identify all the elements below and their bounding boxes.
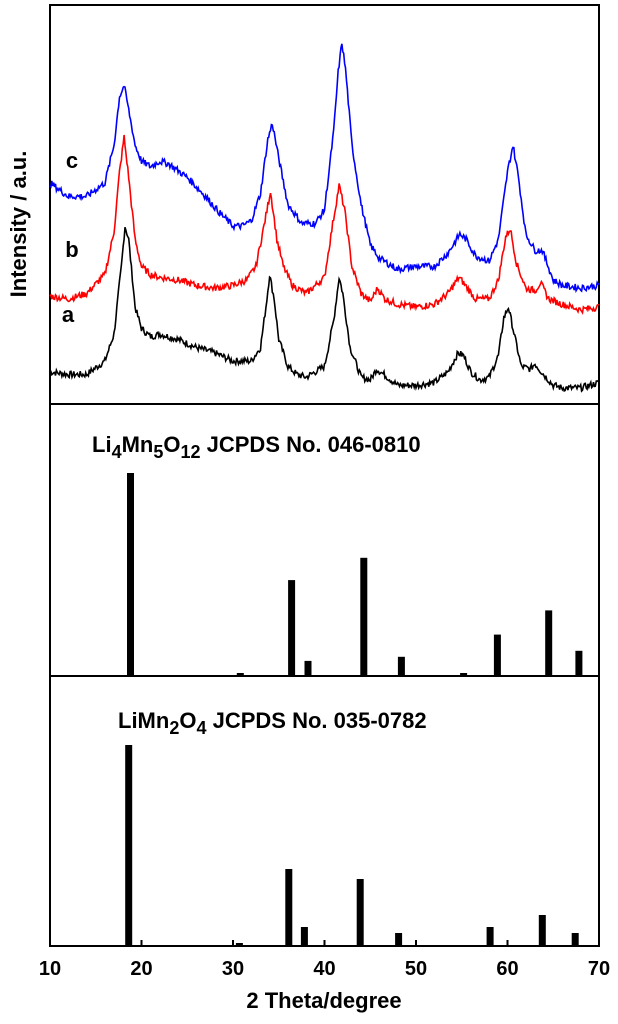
- li4mn5o12-peak-bar: [127, 473, 134, 675]
- limn2o4-peak-bar: [125, 745, 133, 945]
- series-label-a: a: [62, 302, 75, 327]
- li4mn5o12-peak-bar: [493, 634, 501, 675]
- li4mn5o12-peak-bar: [304, 660, 312, 675]
- li4mn5o12-peak-bar: [575, 650, 583, 675]
- li4mn5o12-reference-title: Li4Mn5O12 JCPDS No. 046-0810: [92, 432, 421, 462]
- li4mn5o12-bars: [127, 473, 583, 675]
- series-label-b: b: [65, 237, 78, 262]
- xrd-pattern-a: [49, 226, 600, 393]
- x-axis-ticks: 10 20 30 40 50 60 70: [39, 940, 610, 980]
- limn2o4-bars: [125, 745, 579, 945]
- limn2o4-peak-bar: [486, 927, 494, 945]
- li4mn5o12-peak-bar: [360, 557, 368, 675]
- limn2o4-peak-bar: [285, 869, 293, 945]
- limn2o4-peak-bar: [538, 915, 546, 945]
- x-tick-label: 60: [496, 958, 518, 980]
- limn2o4-reference-title: LiMn2O4 JCPDS No. 035-0782: [118, 708, 427, 738]
- title-subscript: 5: [153, 442, 163, 462]
- title-part: Mn: [122, 432, 154, 457]
- title-part: JCPDS No. 035-0782: [206, 708, 426, 733]
- limn2o4-peak-bar: [571, 933, 579, 945]
- title-subscript: 2: [169, 718, 179, 738]
- limn2o4-peak-bar: [300, 927, 308, 945]
- li4mn5o12-peak-bar: [460, 673, 468, 675]
- series-label-c: c: [66, 148, 78, 173]
- li4mn5o12-peak-bar: [545, 610, 553, 675]
- x-tick-label: 70: [588, 958, 610, 980]
- x-tick-label: 20: [130, 958, 152, 980]
- x-tick-label: 50: [405, 958, 427, 980]
- limn2o4-peak-bar: [235, 943, 243, 945]
- title-part: LiMn: [118, 708, 169, 733]
- x-tick-label: 30: [222, 958, 244, 980]
- title-part: JCPDS No. 046-0810: [201, 432, 421, 457]
- title-part: O: [179, 708, 196, 733]
- li4mn5o12-peak-bar: [397, 656, 405, 675]
- x-tick-label: 10: [39, 958, 61, 980]
- title-part: O: [163, 432, 180, 457]
- y-axis-label: Intensity / a.u.: [6, 151, 31, 298]
- li4mn5o12-peak-bar: [236, 673, 244, 675]
- xrd-pattern-b: [49, 134, 600, 315]
- series-label-layer: a b c: [62, 148, 79, 327]
- limn2o4-peak-bar: [356, 879, 364, 945]
- limn2o4-peak-bar: [395, 933, 403, 945]
- title-subscript: 4: [196, 718, 206, 738]
- xrd-series-layer: [49, 43, 600, 393]
- xrd-pattern-c: [49, 43, 599, 294]
- x-tick-label: 40: [313, 958, 335, 980]
- li4mn5o12-peak-bar: [288, 580, 296, 675]
- title-part: Li: [92, 432, 112, 457]
- title-subscript: 4: [112, 442, 122, 462]
- title-subscript: 12: [180, 442, 200, 462]
- x-axis-label: 2 Theta/degree: [246, 988, 401, 1013]
